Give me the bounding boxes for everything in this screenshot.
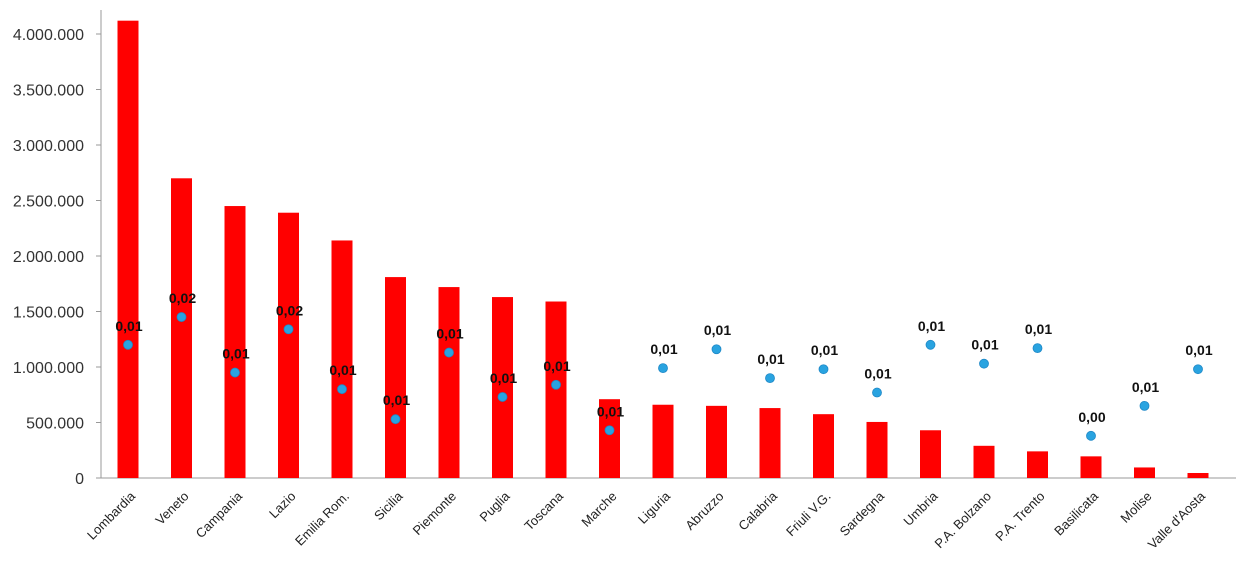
bar [973,445,995,478]
data-label: 0,01 [222,346,249,362]
y-axis-tick-labels: 0 500.000 1.000.000 1.500.000 2.000.000 2.500… [13,27,101,488]
data-label: 0,01 [864,366,891,382]
x-category-label: Sardegna [837,488,888,539]
bar [492,297,513,478]
data-label: 0,01 [436,326,463,342]
x-category-label: Lombardia [84,488,139,543]
bar [866,421,888,478]
data-label: 0,01 [971,337,998,353]
data-point [551,379,561,390]
x-category-label: Puglia [476,488,513,525]
bar [759,408,781,478]
data-point [444,347,454,358]
x-category-label: Molise [1117,489,1154,526]
bar [920,430,941,478]
bar [1187,473,1209,478]
x-category-label: Emilia Rom. [292,489,352,549]
bar [545,301,567,478]
bar [331,240,353,478]
data-point [283,324,294,335]
data-label: 0,01 [329,362,356,378]
y-tick-label: 1.500.000 [13,305,84,322]
data-label: 0,01 [1025,321,1052,337]
x-category-label: Valle d'Aosta [1145,488,1209,552]
data-point [1193,364,1203,375]
bar [1134,467,1155,478]
data-point [497,392,508,402]
data-point [604,425,615,436]
data-label: 0,01 [918,318,945,334]
point-series [123,312,1203,441]
x-category-label: Campania [193,488,246,541]
point-data-labels: 0,01 0,02 0,01 0,02 0,01 0,01 0,01 0,01 0,01 0,01… [115,290,1212,425]
bar [706,405,727,478]
bar [224,206,246,479]
data-point [1086,430,1096,441]
data-label: 0,01 [543,358,570,374]
data-point [1032,343,1043,354]
bar [278,212,299,478]
x-category-label: P.A. Trento [992,489,1047,544]
bar [1027,451,1048,478]
x-category-label: P.A. Bolzano [932,489,995,552]
data-point [1139,400,1150,411]
y-tick-label: 500.000 [26,416,84,433]
bar [438,287,460,478]
data-label: 0,01 [704,322,731,338]
data-label: 0,01 [490,370,517,386]
y-tick-label: 0 [75,471,84,488]
data-point [337,384,347,395]
x-category-label: Toscana [521,488,566,533]
y-tick-label: 3.000.000 [13,138,84,155]
x-category-label: Umbria [900,488,941,529]
bar [813,414,834,478]
bar [1080,456,1102,478]
x-category-label: Piemonte [410,489,459,538]
bar [599,399,620,478]
y-tick-label: 3.500.000 [13,83,84,100]
data-point [872,387,882,398]
x-category-label: Marche [578,489,619,530]
data-label: 0,00 [1078,409,1105,425]
data-label: 0,01 [597,403,624,419]
data-label: 0,01 [115,318,142,334]
x-category-label: Abruzzo [682,489,726,533]
bar [171,178,192,479]
y-tick-label: 4.000.000 [13,27,84,44]
data-label: 0,01 [650,341,677,357]
bar [652,404,674,478]
data-point [711,344,722,355]
data-point [765,373,775,384]
data-label: 0,02 [169,290,196,306]
x-category-label: Sicilia [371,488,406,523]
bar-series [117,20,1209,479]
y-tick-label: 2.500.000 [13,194,84,211]
data-point [658,363,668,374]
x-category-label: Lazio [266,489,299,522]
x-category-label: Veneto [152,489,191,528]
data-label: 0,01 [1132,379,1159,395]
data-point [230,367,240,378]
data-point [979,358,989,369]
data-point [925,339,936,350]
data-label: 0,02 [276,302,303,318]
x-category-label: Friuli V.G. [783,489,834,540]
data-point [818,364,829,375]
data-label: 0,01 [757,351,784,367]
data-point [176,312,187,322]
bar [117,20,139,479]
bar [385,277,406,478]
data-label: 0,01 [383,392,410,408]
data-label: 0,01 [1185,342,1212,358]
data-label: 0,01 [811,342,838,358]
x-category-label: Calabria [735,488,780,533]
data-point [390,414,401,425]
x-category-label: Liguria [635,488,674,527]
x-category-label: Basilicata [1051,488,1101,538]
y-tick-label: 2.000.000 [13,249,84,266]
data-point [123,339,133,350]
y-tick-label: 1.000.000 [13,360,84,377]
